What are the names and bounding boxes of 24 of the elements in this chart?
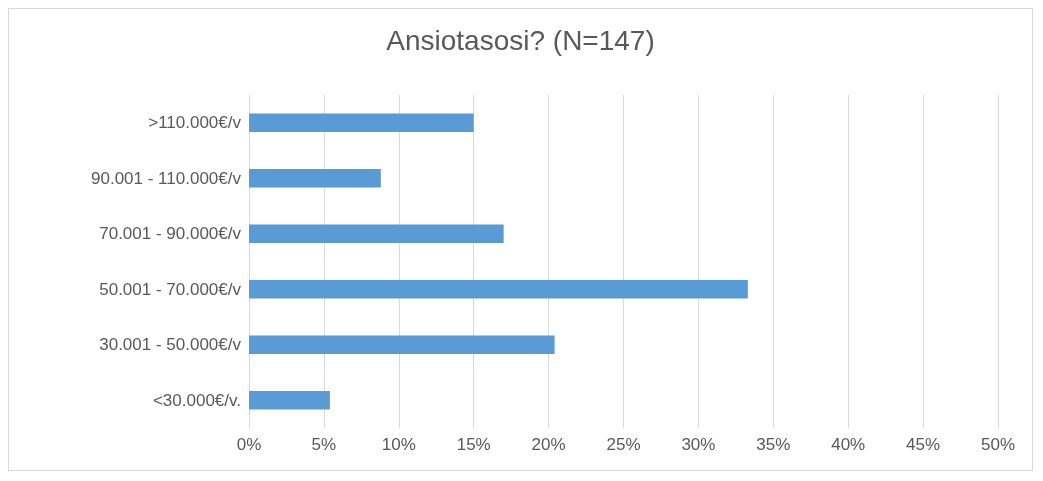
x-tick-label: 10% [381,435,416,454]
y-tick-label: 30.001 - 50.000€/v [99,335,242,355]
y-tick-label: <30.000€/v. [152,390,241,410]
x-tick-label: 40% [831,435,866,454]
x-tick-label: 50% [980,435,1016,454]
bar [249,224,504,243]
x-tick-label: 20% [531,435,566,454]
bar [249,391,330,410]
y-tick-label: >110.000€/v [148,113,242,133]
bar [249,169,381,188]
y-tick-label: 90.001 - 110.000€/v [91,168,242,188]
x-tick-label: 15% [456,435,491,454]
x-tick-label: 25% [606,435,641,454]
x-tick-label: 5% [311,435,337,454]
bar [249,280,748,299]
x-tick-label: 35% [756,435,791,454]
y-tick-label: 50.001 - 70.000€/v [99,279,242,299]
bar [249,113,474,132]
x-tick-label: 30% [681,435,716,454]
bar [249,335,555,354]
chart-title: Ansiotasosi? (N=147) [386,24,655,56]
y-tick-label: 70.001 - 90.000€/v [99,224,242,244]
x-tick-label: 0% [236,435,262,454]
x-tick-label: 45% [906,435,941,454]
